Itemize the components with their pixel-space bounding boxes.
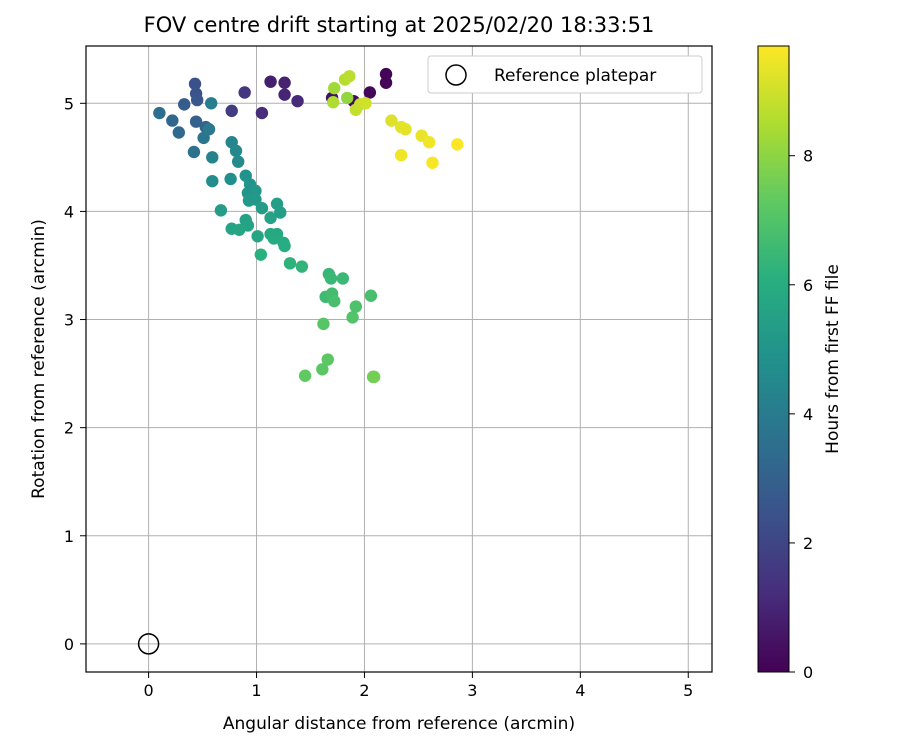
data-point <box>363 86 377 99</box>
data-point <box>295 260 309 273</box>
data-point <box>451 138 464 151</box>
data-point <box>251 230 264 243</box>
data-point <box>274 206 287 219</box>
y-tick-label: 3 <box>64 311 74 330</box>
reference-platepar-point <box>137 633 160 655</box>
y-tick-label: 1 <box>64 527 74 546</box>
data-point <box>255 201 269 215</box>
data-point <box>324 272 338 285</box>
colorbar-tick-label: 4 <box>803 405 813 424</box>
colorbar-tick-label: 0 <box>803 663 813 682</box>
data-point <box>321 353 334 366</box>
colorbar-gradient <box>757 45 790 673</box>
data-point <box>153 106 166 120</box>
data-point <box>166 114 179 127</box>
data-point <box>423 136 436 149</box>
data-point <box>343 70 356 83</box>
data-point <box>385 114 398 127</box>
x-tick-label: 0 <box>144 681 154 700</box>
y-tick-label: 0 <box>64 635 74 654</box>
data-point <box>379 76 393 89</box>
data-point <box>340 91 354 105</box>
data-point <box>278 76 291 89</box>
data-point <box>188 77 202 91</box>
grid-lines <box>86 46 712 672</box>
data-point <box>202 123 216 136</box>
data-point <box>225 104 238 118</box>
data-point <box>379 67 393 81</box>
x-tick-label: 3 <box>467 681 477 700</box>
data-point <box>254 248 268 261</box>
data-point <box>336 272 350 285</box>
data-point <box>317 317 330 331</box>
data-point <box>359 97 372 110</box>
data-point <box>205 97 218 110</box>
data-point <box>316 363 329 376</box>
data-point <box>328 294 341 308</box>
colorbar-ticks: 0 2 4 6 8 <box>789 147 813 682</box>
y-axis-ticks: 0 1 2 3 4 5 <box>64 94 86 654</box>
data-point <box>399 123 412 136</box>
y-axis-label: Rotation from reference (arcmin) <box>29 219 49 499</box>
data-point <box>206 174 219 188</box>
data-point <box>264 211 277 225</box>
x-axis-label: Angular distance from reference (arcmin) <box>223 714 575 734</box>
colorbar-tick-label: 6 <box>803 276 813 295</box>
data-point <box>249 184 262 198</box>
colorbar-label: Hours from first FF file <box>823 264 843 454</box>
data-point <box>224 172 237 186</box>
x-tick-label: 4 <box>575 681 585 700</box>
legend-reference-marker <box>445 64 467 86</box>
data-point <box>206 151 219 164</box>
data-point <box>190 93 204 107</box>
colorbar-tick-label: 2 <box>803 534 813 553</box>
data-point <box>349 300 363 313</box>
data-point <box>291 94 304 108</box>
data-point <box>298 369 312 382</box>
data-point <box>283 257 297 270</box>
colorbar-tick-label: 8 <box>803 147 813 166</box>
data-point <box>326 96 340 109</box>
data-point <box>267 232 280 245</box>
data-point <box>229 144 243 158</box>
x-tick-label: 2 <box>359 681 369 700</box>
data-point <box>394 148 408 162</box>
data-points <box>153 67 464 384</box>
y-tick-label: 5 <box>64 94 74 113</box>
legend-entry-reference-platepar: Reference platepar <box>494 66 656 86</box>
y-tick-label: 4 <box>64 202 74 221</box>
data-point <box>214 204 228 217</box>
data-point <box>364 289 378 302</box>
data-point <box>238 86 251 99</box>
data-point <box>328 81 341 95</box>
x-axis-ticks: 0 1 2 3 4 5 <box>144 672 693 700</box>
data-point <box>278 239 291 253</box>
chart-title: FOV centre drift starting at 2025/02/20 … <box>144 13 655 37</box>
data-point <box>172 126 186 139</box>
data-point <box>346 311 359 324</box>
data-point <box>367 370 381 384</box>
data-point <box>255 106 269 120</box>
reference-marker <box>137 633 160 655</box>
legend: Reference platepar <box>427 55 703 94</box>
data-point <box>233 223 246 236</box>
data-point <box>187 145 201 159</box>
data-point <box>264 75 277 88</box>
data-point <box>178 98 191 111</box>
data-point <box>278 88 291 101</box>
x-tick-label: 5 <box>683 681 693 700</box>
plot-frame <box>85 45 713 673</box>
data-point <box>231 155 245 168</box>
y-tick-label: 2 <box>64 419 74 438</box>
data-point <box>189 115 203 128</box>
x-tick-label: 1 <box>251 681 261 700</box>
colorbar: 0 2 4 6 8 Hours from first FF file <box>757 45 843 682</box>
data-point <box>426 156 439 169</box>
data-point <box>249 193 262 206</box>
legend-box <box>427 55 703 94</box>
